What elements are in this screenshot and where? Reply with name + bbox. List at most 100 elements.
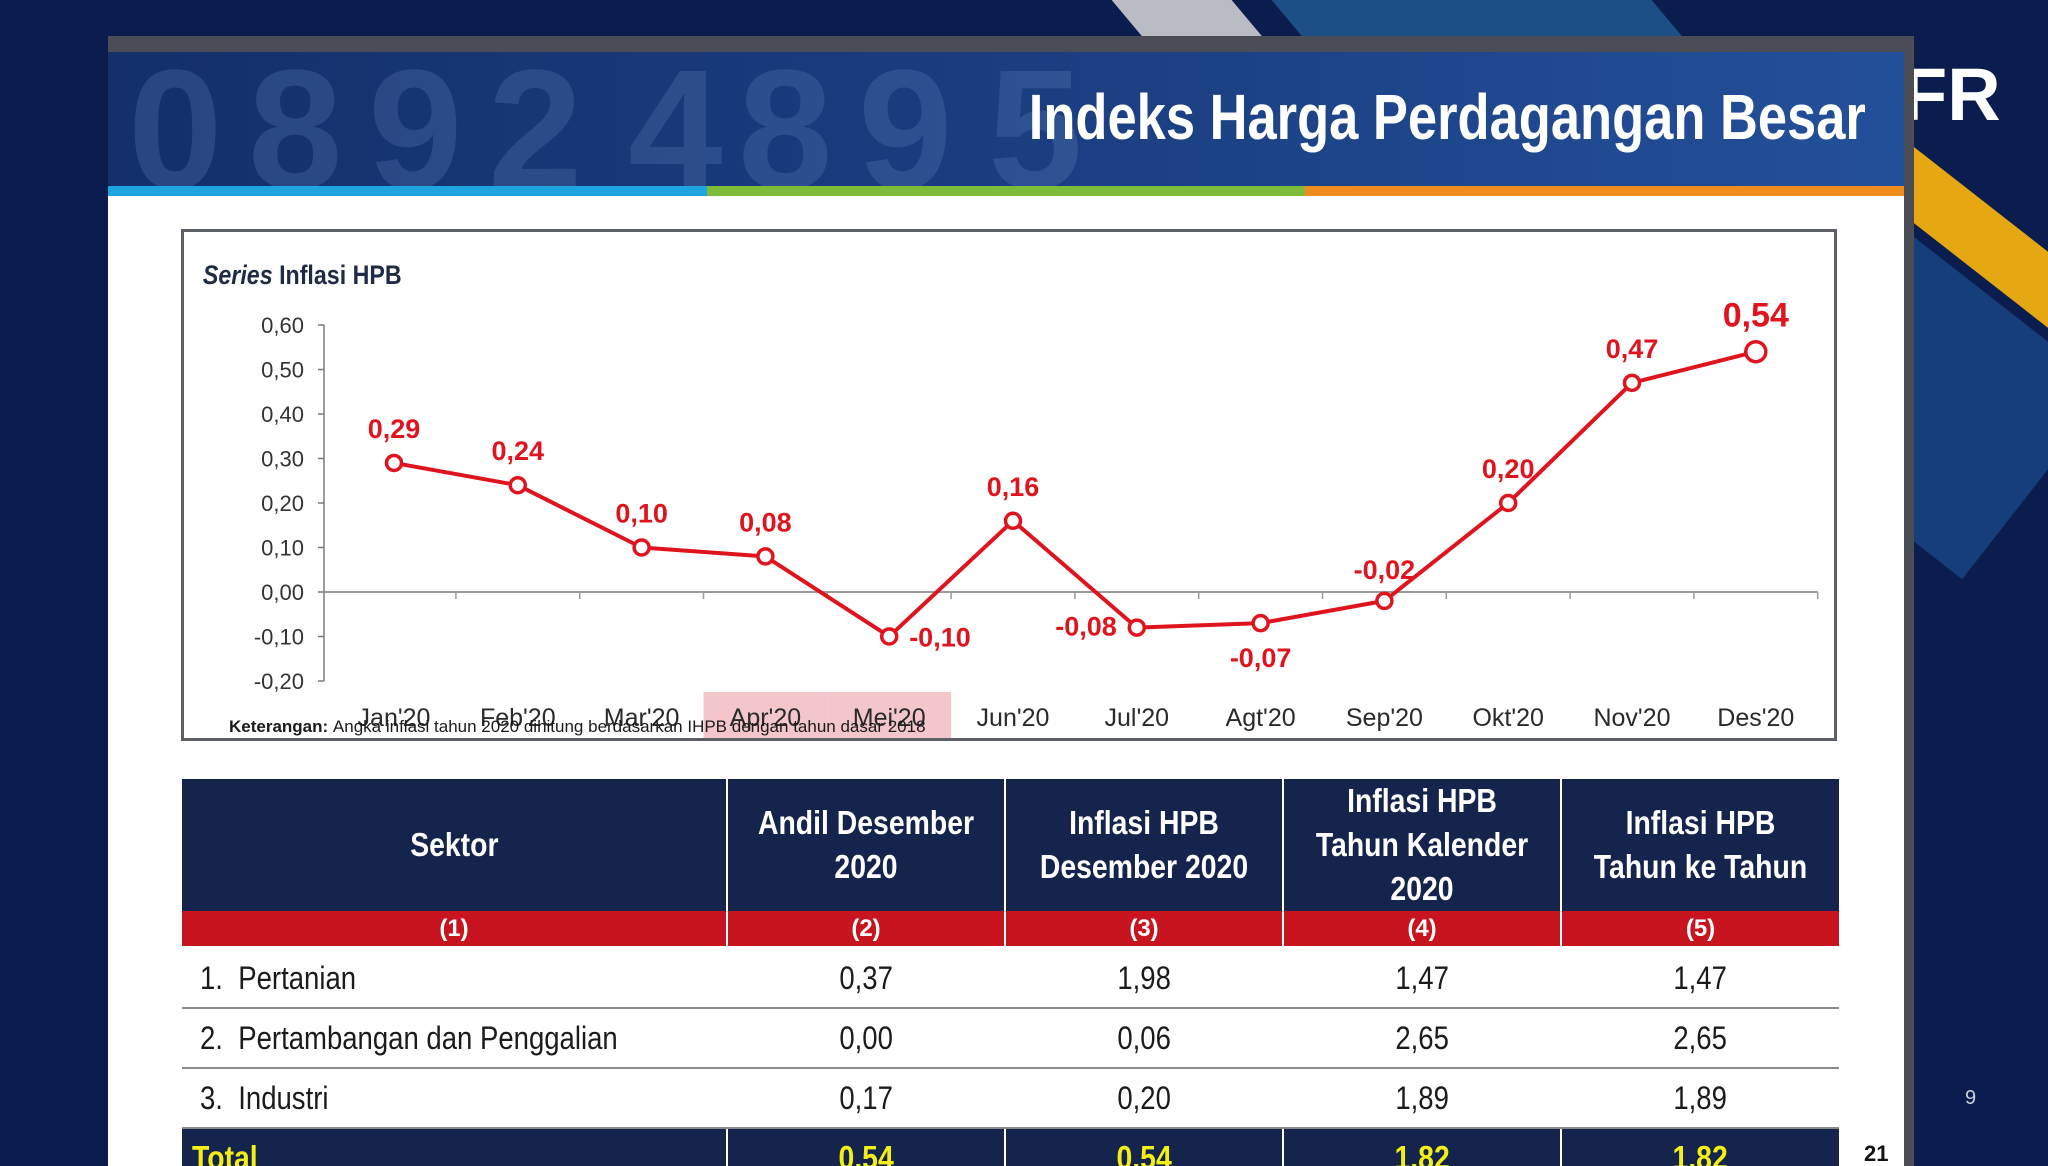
- y-tick-label: 0,20: [261, 491, 304, 516]
- data-point: [879, 627, 899, 646]
- header-number: (5): [1560, 911, 1839, 949]
- table-cell: 2,65: [1283, 1008, 1561, 1069]
- data-label: 0,16: [987, 472, 1040, 502]
- x-tick-label: Nov'20: [1593, 704, 1670, 732]
- decorative-digit: 2: [488, 52, 583, 186]
- header-number: (4): [1282, 911, 1561, 949]
- header-number: (2): [726, 911, 1005, 949]
- chart-title-italic: Series: [203, 260, 279, 290]
- data-label: -0,08: [1055, 612, 1117, 642]
- table-cell: 0,20: [1005, 1068, 1283, 1129]
- data-point: [1251, 613, 1270, 633]
- line-chart: Series Inflasi HPB 0,60 0,50 0,40 0,30 0,20 0,…: [203, 260, 1819, 738]
- header-inflasi-des: Inflasi HPB Desember 2020: [1004, 779, 1283, 911]
- chart-note-text: Angka inflasi tahun 2020 dihitung berdas…: [333, 717, 926, 736]
- table-cell: 0,17: [727, 1068, 1005, 1129]
- data-point: [756, 547, 775, 566]
- y-tick-label: 0,10: [261, 536, 304, 561]
- x-tick-label: Apr'20: [730, 704, 801, 732]
- header-color-bar: [108, 186, 1904, 196]
- color-bar-segment-orange: [1305, 186, 1904, 196]
- y-tick-label: -0,20: [254, 669, 304, 694]
- data-label: 0,10: [615, 499, 668, 529]
- source-page-number: 21: [1864, 1141, 1889, 1166]
- page-number: 9: [1965, 1087, 1977, 1109]
- table-total-row: Total 0,54 0,54 1,82 1,82: [182, 1128, 1839, 1166]
- row-label: 3. Industri: [182, 1068, 727, 1129]
- total-cell: 1,82: [1560, 1128, 1839, 1166]
- data-label: 0,29: [368, 414, 421, 444]
- table-cell: 0,37: [727, 947, 1005, 1009]
- y-tick-label: 0,00: [261, 580, 304, 605]
- data-label: 0,24: [492, 436, 545, 466]
- header-andil: Andil Desember 2020: [726, 779, 1005, 911]
- data-label: -0,07: [1230, 643, 1292, 673]
- table-cell: 1,89: [1561, 1068, 1839, 1129]
- header-inflasi-yoy: Inflasi HPB Tahun ke Tahun: [1560, 779, 1839, 911]
- chart-title-main: Inflasi HPB: [279, 260, 402, 290]
- corner-logo-text: FR: [1902, 53, 2001, 136]
- slide: 0 8 9 2 4 8 9 5 Indeks Harga Perdagangan…: [108, 36, 1914, 1166]
- bg-stripe-blue: [1254, 0, 1686, 40]
- table-cell: 2,65: [1561, 1008, 1839, 1069]
- bg-stripe-gray: [1094, 0, 1266, 40]
- data-point: [1498, 493, 1518, 513]
- data-label: -0,02: [1354, 555, 1416, 585]
- y-tick-label: 0,40: [261, 402, 304, 427]
- chart-note-label: Keterangan:: [229, 717, 333, 736]
- table-number-row: (1) (2) (3) (4) (5): [182, 911, 1839, 949]
- chart-panel: Series Inflasi HPB 0,60 0,50 0,40 0,30 0,20 0,…: [181, 229, 1837, 741]
- inflation-table: Sektor Andil Desember 2020 Inflasi HPB D…: [182, 779, 1839, 1166]
- data-label: 0,54: [1723, 297, 1789, 335]
- x-tick-label: Sep'20: [1346, 704, 1423, 732]
- color-bar-segment-blue: [108, 186, 707, 196]
- x-tick-label: Feb'20: [480, 704, 556, 732]
- table-cell: 1,47: [1561, 947, 1839, 1009]
- table-row: 1. Pertanian 0,37 1,98 1,47 1,47: [182, 947, 1839, 1009]
- header-inflasi-kalender: Inflasi HPB Tahun Kalender 2020: [1282, 779, 1561, 911]
- total-cell: 1,82: [1282, 1128, 1561, 1166]
- table-cell: 1,89: [1283, 1068, 1561, 1129]
- data-label: 0,20: [1482, 454, 1535, 484]
- header-number: (1): [182, 911, 727, 949]
- x-tick-label: Jul'20: [1105, 704, 1170, 732]
- decorative-digit: 9: [368, 52, 463, 186]
- x-tick-label: Mar'20: [604, 704, 680, 732]
- table-cell: 1,98: [1005, 947, 1283, 1009]
- x-tick-label: Des'20: [1717, 704, 1794, 732]
- data-label: -0,10: [909, 623, 971, 653]
- series-line: [393, 349, 1757, 639]
- header-number: (3): [1004, 911, 1283, 949]
- decorative-digit: 5: [988, 52, 1083, 186]
- header-sektor: Sektor: [182, 779, 727, 911]
- table-cell: 1,47: [1283, 947, 1561, 1009]
- data-point: [1622, 373, 1642, 393]
- row-label: 2. Pertambangan dan Penggalian: [182, 1008, 727, 1069]
- data-point: [384, 453, 404, 473]
- table-cell: 0,06: [1005, 1008, 1283, 1069]
- table-row: 3. Industri 0,17 0,20 1,89 1,89: [182, 1068, 1839, 1129]
- data-point: [632, 538, 651, 557]
- color-bar-segment-green: [706, 186, 1306, 196]
- table-row: 2. Pertambangan dan Penggalian 0,00 0,06…: [182, 1008, 1839, 1069]
- chart-title: Series Inflasi HPB: [203, 260, 402, 290]
- slide-header: 0 8 9 2 4 8 9 5 Indeks Harga Perdagangan…: [108, 52, 1904, 186]
- y-tick-label: 0,50: [261, 358, 304, 383]
- data-point: [1003, 511, 1023, 531]
- row-label: 1. Pertanian: [182, 947, 727, 1009]
- data-point: [508, 475, 528, 495]
- y-tick-label: 0,60: [261, 313, 304, 338]
- x-tick-label: Okt'20: [1472, 704, 1543, 732]
- table-header-row: Sektor Andil Desember 2020 Inflasi HPB D…: [182, 779, 1839, 911]
- total-cell: 0,54: [726, 1128, 1005, 1166]
- total-cell: 0,54: [1004, 1128, 1283, 1166]
- y-tick-label: 0,30: [261, 447, 304, 472]
- highlight-band: [827, 692, 952, 738]
- data-point: [1744, 339, 1768, 364]
- slide-title: Indeks Harga Perdagangan Besar: [1028, 81, 1866, 153]
- x-tick-label: Jun'20: [977, 704, 1050, 732]
- highlight-band: [703, 692, 828, 738]
- decorative-digit: 0: [128, 52, 223, 186]
- x-tick-label: Jan'20: [358, 704, 431, 732]
- total-label: Total: [182, 1128, 727, 1166]
